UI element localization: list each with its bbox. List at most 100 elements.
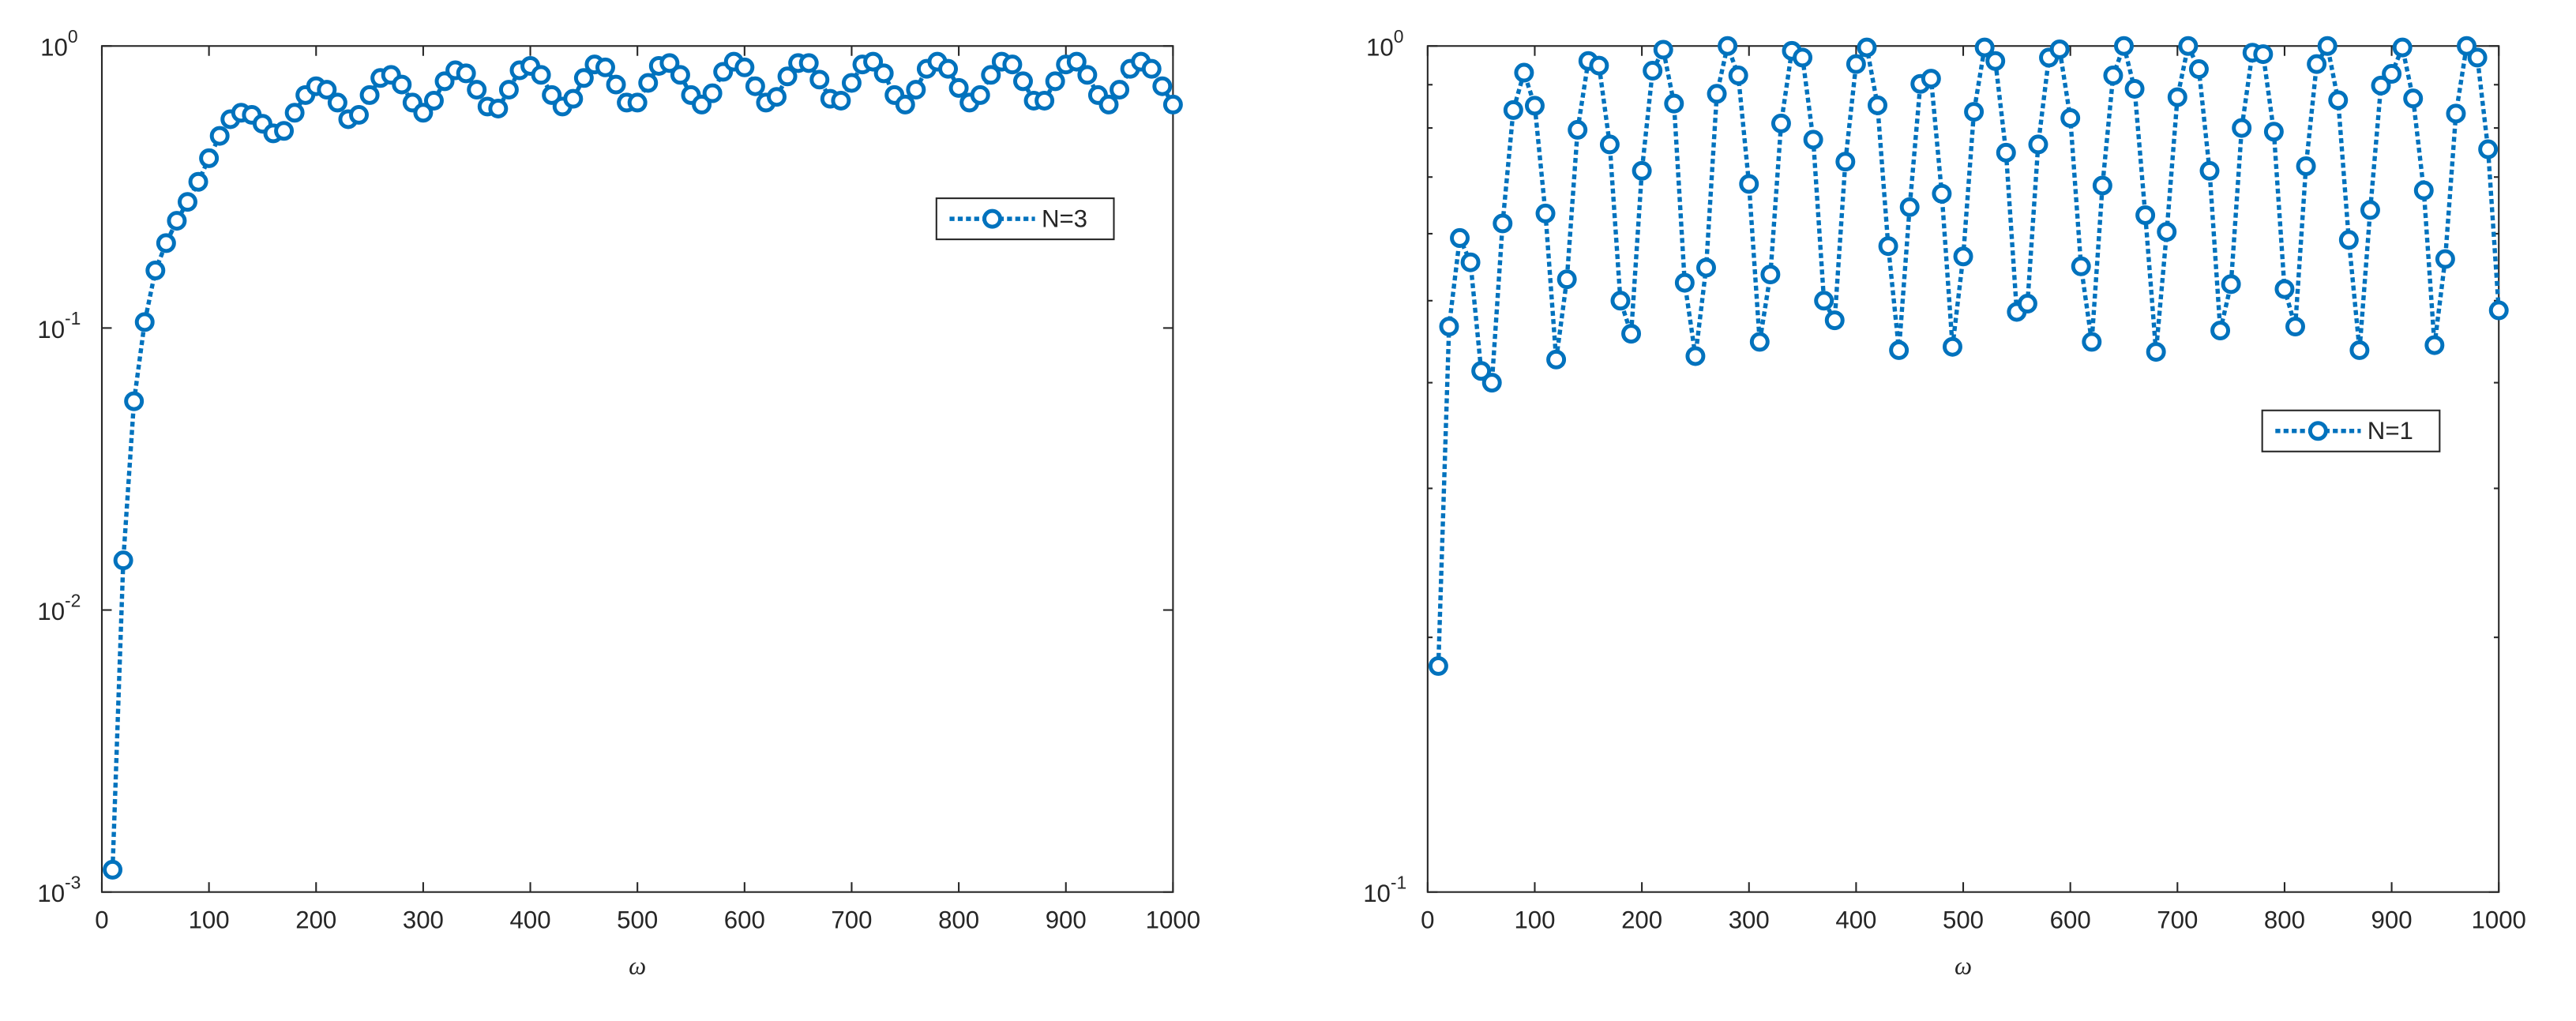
marker (1718, 36, 1738, 56)
marker (1857, 37, 1877, 58)
marker (1610, 291, 1631, 311)
marker (2338, 230, 2359, 250)
marker (863, 51, 884, 72)
marker (798, 53, 819, 73)
marker (1674, 272, 1695, 293)
marker (359, 84, 380, 105)
marker (1643, 61, 1663, 81)
marker (1481, 373, 1502, 393)
x-tick-label: 200 (295, 906, 336, 933)
y-tick-exponent: -3 (65, 873, 81, 893)
marker (2349, 340, 2370, 360)
marker (1568, 119, 1588, 140)
marker (1535, 203, 1556, 223)
marker (1162, 94, 1183, 114)
y-tick-label: 10-2 (37, 590, 81, 625)
marker (178, 192, 197, 212)
marker (2071, 256, 2091, 276)
marker (2307, 54, 2327, 74)
marker (2167, 87, 2187, 107)
marker (423, 90, 444, 111)
marker (777, 66, 798, 87)
marker (1824, 310, 1845, 331)
marker (2232, 118, 2252, 138)
y-tick-base: 10 (37, 598, 65, 625)
x-tick-label: 300 (1729, 906, 1770, 933)
marker (1503, 99, 1523, 120)
plot-area (1426, 45, 2500, 893)
marker (1035, 90, 1055, 111)
marker (2049, 39, 2070, 59)
marker (2082, 332, 2102, 352)
marker (948, 77, 969, 98)
x-tick-label: 500 (1943, 906, 1984, 933)
plot-area (100, 45, 1174, 893)
marker (349, 104, 369, 125)
marker (573, 68, 594, 88)
marker (2157, 222, 2177, 242)
legend: N=1 (2261, 409, 2441, 452)
marker (498, 80, 519, 100)
marker (413, 103, 434, 123)
marker (2135, 205, 2156, 225)
marker (156, 233, 176, 253)
marker (2371, 75, 2391, 96)
marker (1493, 213, 1513, 234)
marker (831, 90, 851, 111)
marker (1012, 71, 1033, 92)
marker (209, 126, 230, 146)
line (1436, 38, 2501, 666)
marker (692, 94, 712, 114)
marker (906, 80, 926, 100)
marker (124, 391, 145, 411)
marker (2413, 180, 2434, 201)
marker (1098, 94, 1119, 114)
marker (113, 550, 133, 571)
marker (488, 99, 509, 118)
x-tick-label: 800 (2264, 906, 2305, 933)
marker (531, 65, 551, 85)
marker (2060, 107, 2081, 128)
marker (809, 69, 830, 90)
marker (2296, 156, 2316, 176)
marker (1110, 80, 1130, 100)
marker (199, 148, 220, 168)
marker (895, 94, 915, 114)
marker (1932, 183, 1952, 204)
x-tick-label: 0 (95, 906, 108, 933)
marker (1814, 291, 1834, 311)
y-tick-exponent: -1 (1391, 873, 1406, 893)
marker (2392, 37, 2413, 58)
marker (981, 65, 1001, 85)
marker (467, 80, 487, 100)
marker (2435, 249, 2455, 269)
marker (1439, 317, 1459, 337)
marker (2457, 36, 2477, 56)
marker (2188, 59, 2209, 80)
marker (2263, 122, 2284, 142)
marker (1899, 197, 1920, 217)
y-tick-label: 10-1 (37, 308, 81, 343)
marker (2467, 47, 2488, 68)
marker (595, 57, 615, 77)
legend-marker (2308, 421, 2328, 441)
marker (2446, 103, 2466, 124)
marker (2360, 200, 2380, 220)
marker (1589, 55, 1609, 76)
x-tick-label: 100 (189, 906, 230, 933)
marker (2274, 279, 2295, 299)
marker (1953, 246, 1973, 267)
marker (1878, 236, 1898, 257)
marker (317, 80, 337, 100)
marker (1868, 95, 1887, 115)
y-tick-exponent: 0 (1394, 26, 1404, 47)
marker (970, 84, 990, 105)
marker (2221, 274, 2241, 295)
marker (542, 84, 562, 105)
marker (2382, 64, 2402, 84)
marker (1514, 62, 1534, 83)
marker (2253, 44, 2274, 65)
marker (2028, 134, 2048, 155)
marker (1685, 346, 1706, 366)
